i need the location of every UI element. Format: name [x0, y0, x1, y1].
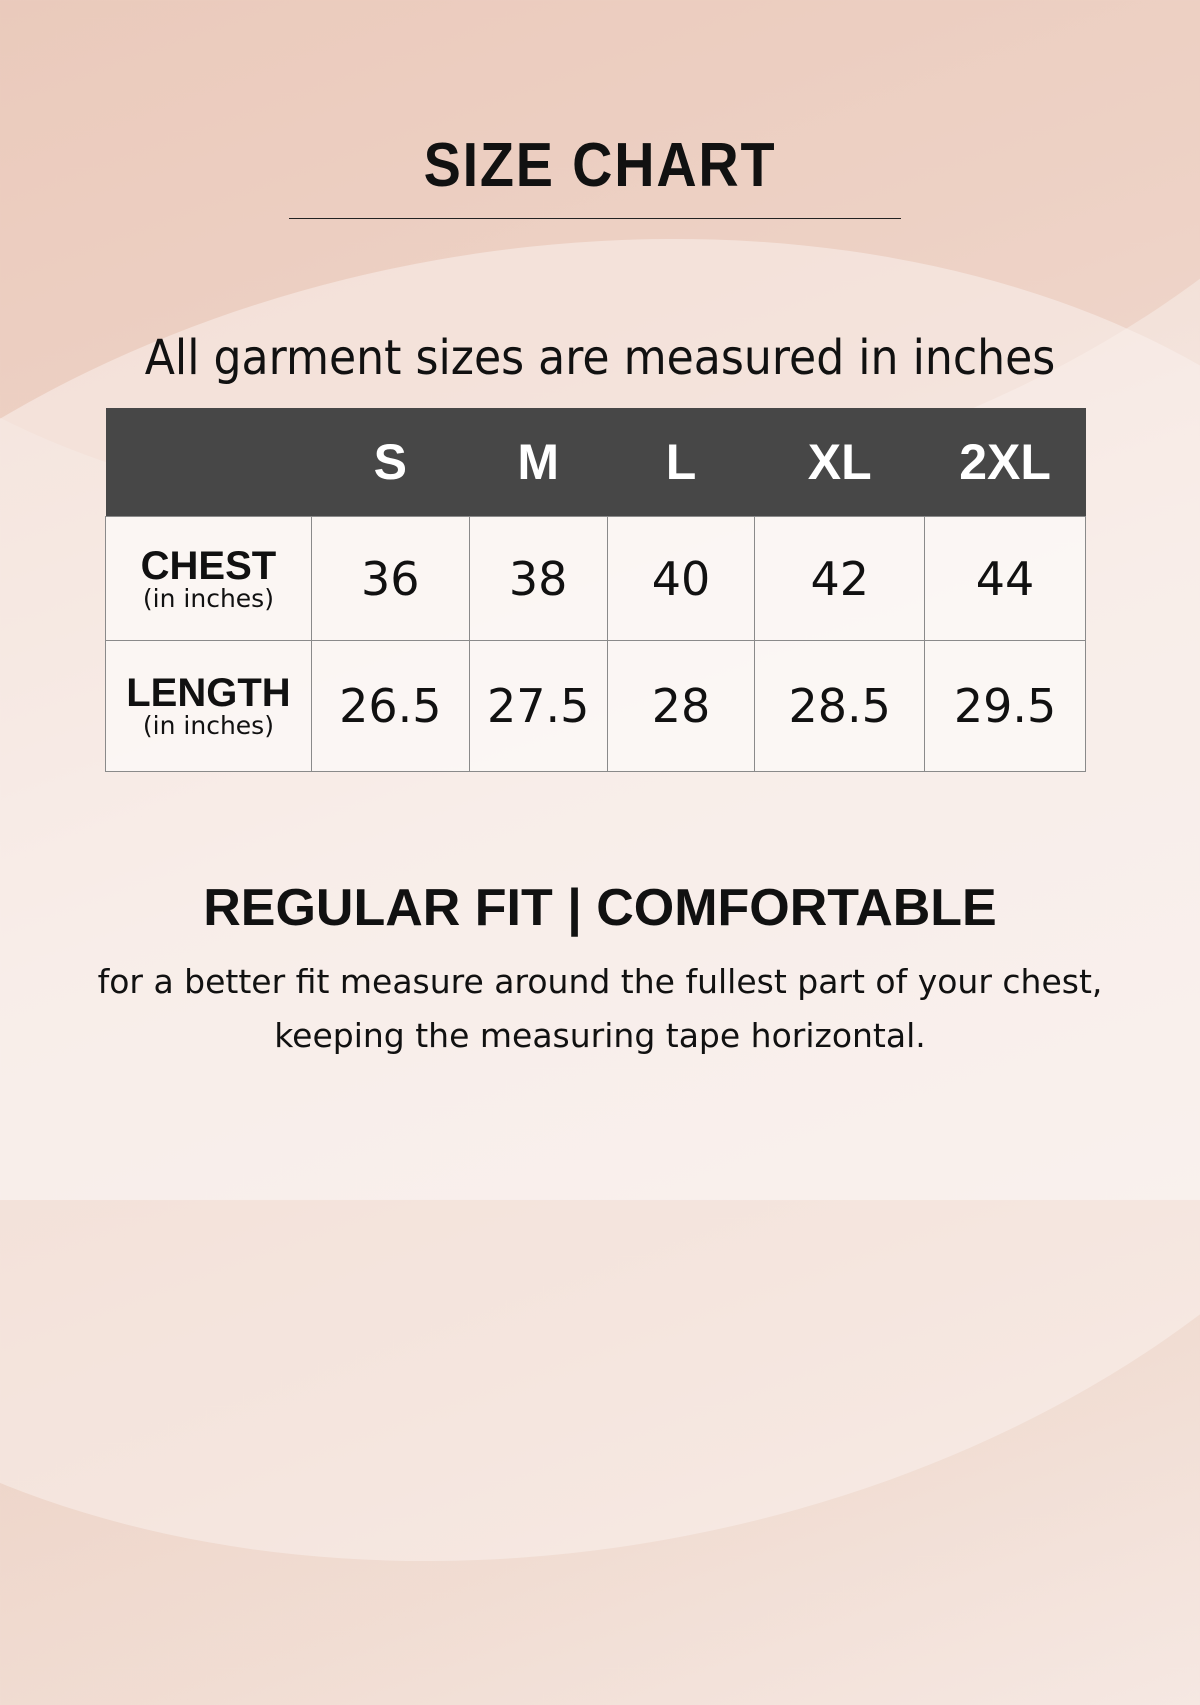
header-cell [105, 408, 312, 517]
row-unit: (in inches) [142, 583, 274, 613]
table-cell: 44 [924, 516, 1086, 641]
table-cell: 36 [310, 516, 470, 641]
row-unit: (in inches) [142, 711, 274, 740]
table-cell: 42 [754, 516, 926, 641]
header-cell-l: L [607, 408, 755, 517]
table-cell: 28.5 [754, 640, 926, 772]
fit-heading: REGULAR FIT | COMFORTABLE [203, 879, 997, 937]
size-table: S M L XL 2XL CHEST (in inches) 36 38 40 4… [105, 408, 1086, 772]
table-cell: 26.5 [310, 640, 470, 772]
header-cell-2xl: 2XL [924, 408, 1086, 517]
row-label: LENGTH (in inches) [105, 640, 312, 772]
page-title: SIZE CHART [423, 131, 777, 200]
table-cell: 38 [468, 516, 608, 641]
table-cell: 28 [606, 640, 756, 772]
header-cell-m: M [469, 408, 608, 517]
table-cell: 27.5 [468, 640, 608, 772]
row-label-text: LENGTH [126, 671, 291, 715]
title-divider [289, 218, 901, 219]
header-cell-xl: XL [754, 408, 925, 517]
subtitle: All garment sizes are measured in inches [144, 330, 1056, 386]
table-cell: 29.5 [924, 640, 1086, 772]
row-label: CHEST (in inches) [105, 516, 312, 641]
table-header-row: S M L XL 2XL [105, 408, 1086, 517]
measuring-note: for a better fit measure around the full… [97, 962, 1103, 1055]
header-cell-s: S [311, 408, 470, 517]
row-label-text: CHEST [140, 543, 277, 588]
table-row: LENGTH (in inches) 26.5 27.5 28 28.5 29.5 [105, 640, 1086, 772]
table-cell: 40 [606, 516, 756, 641]
table-row: CHEST (in inches) 36 38 40 42 44 [105, 516, 1086, 641]
